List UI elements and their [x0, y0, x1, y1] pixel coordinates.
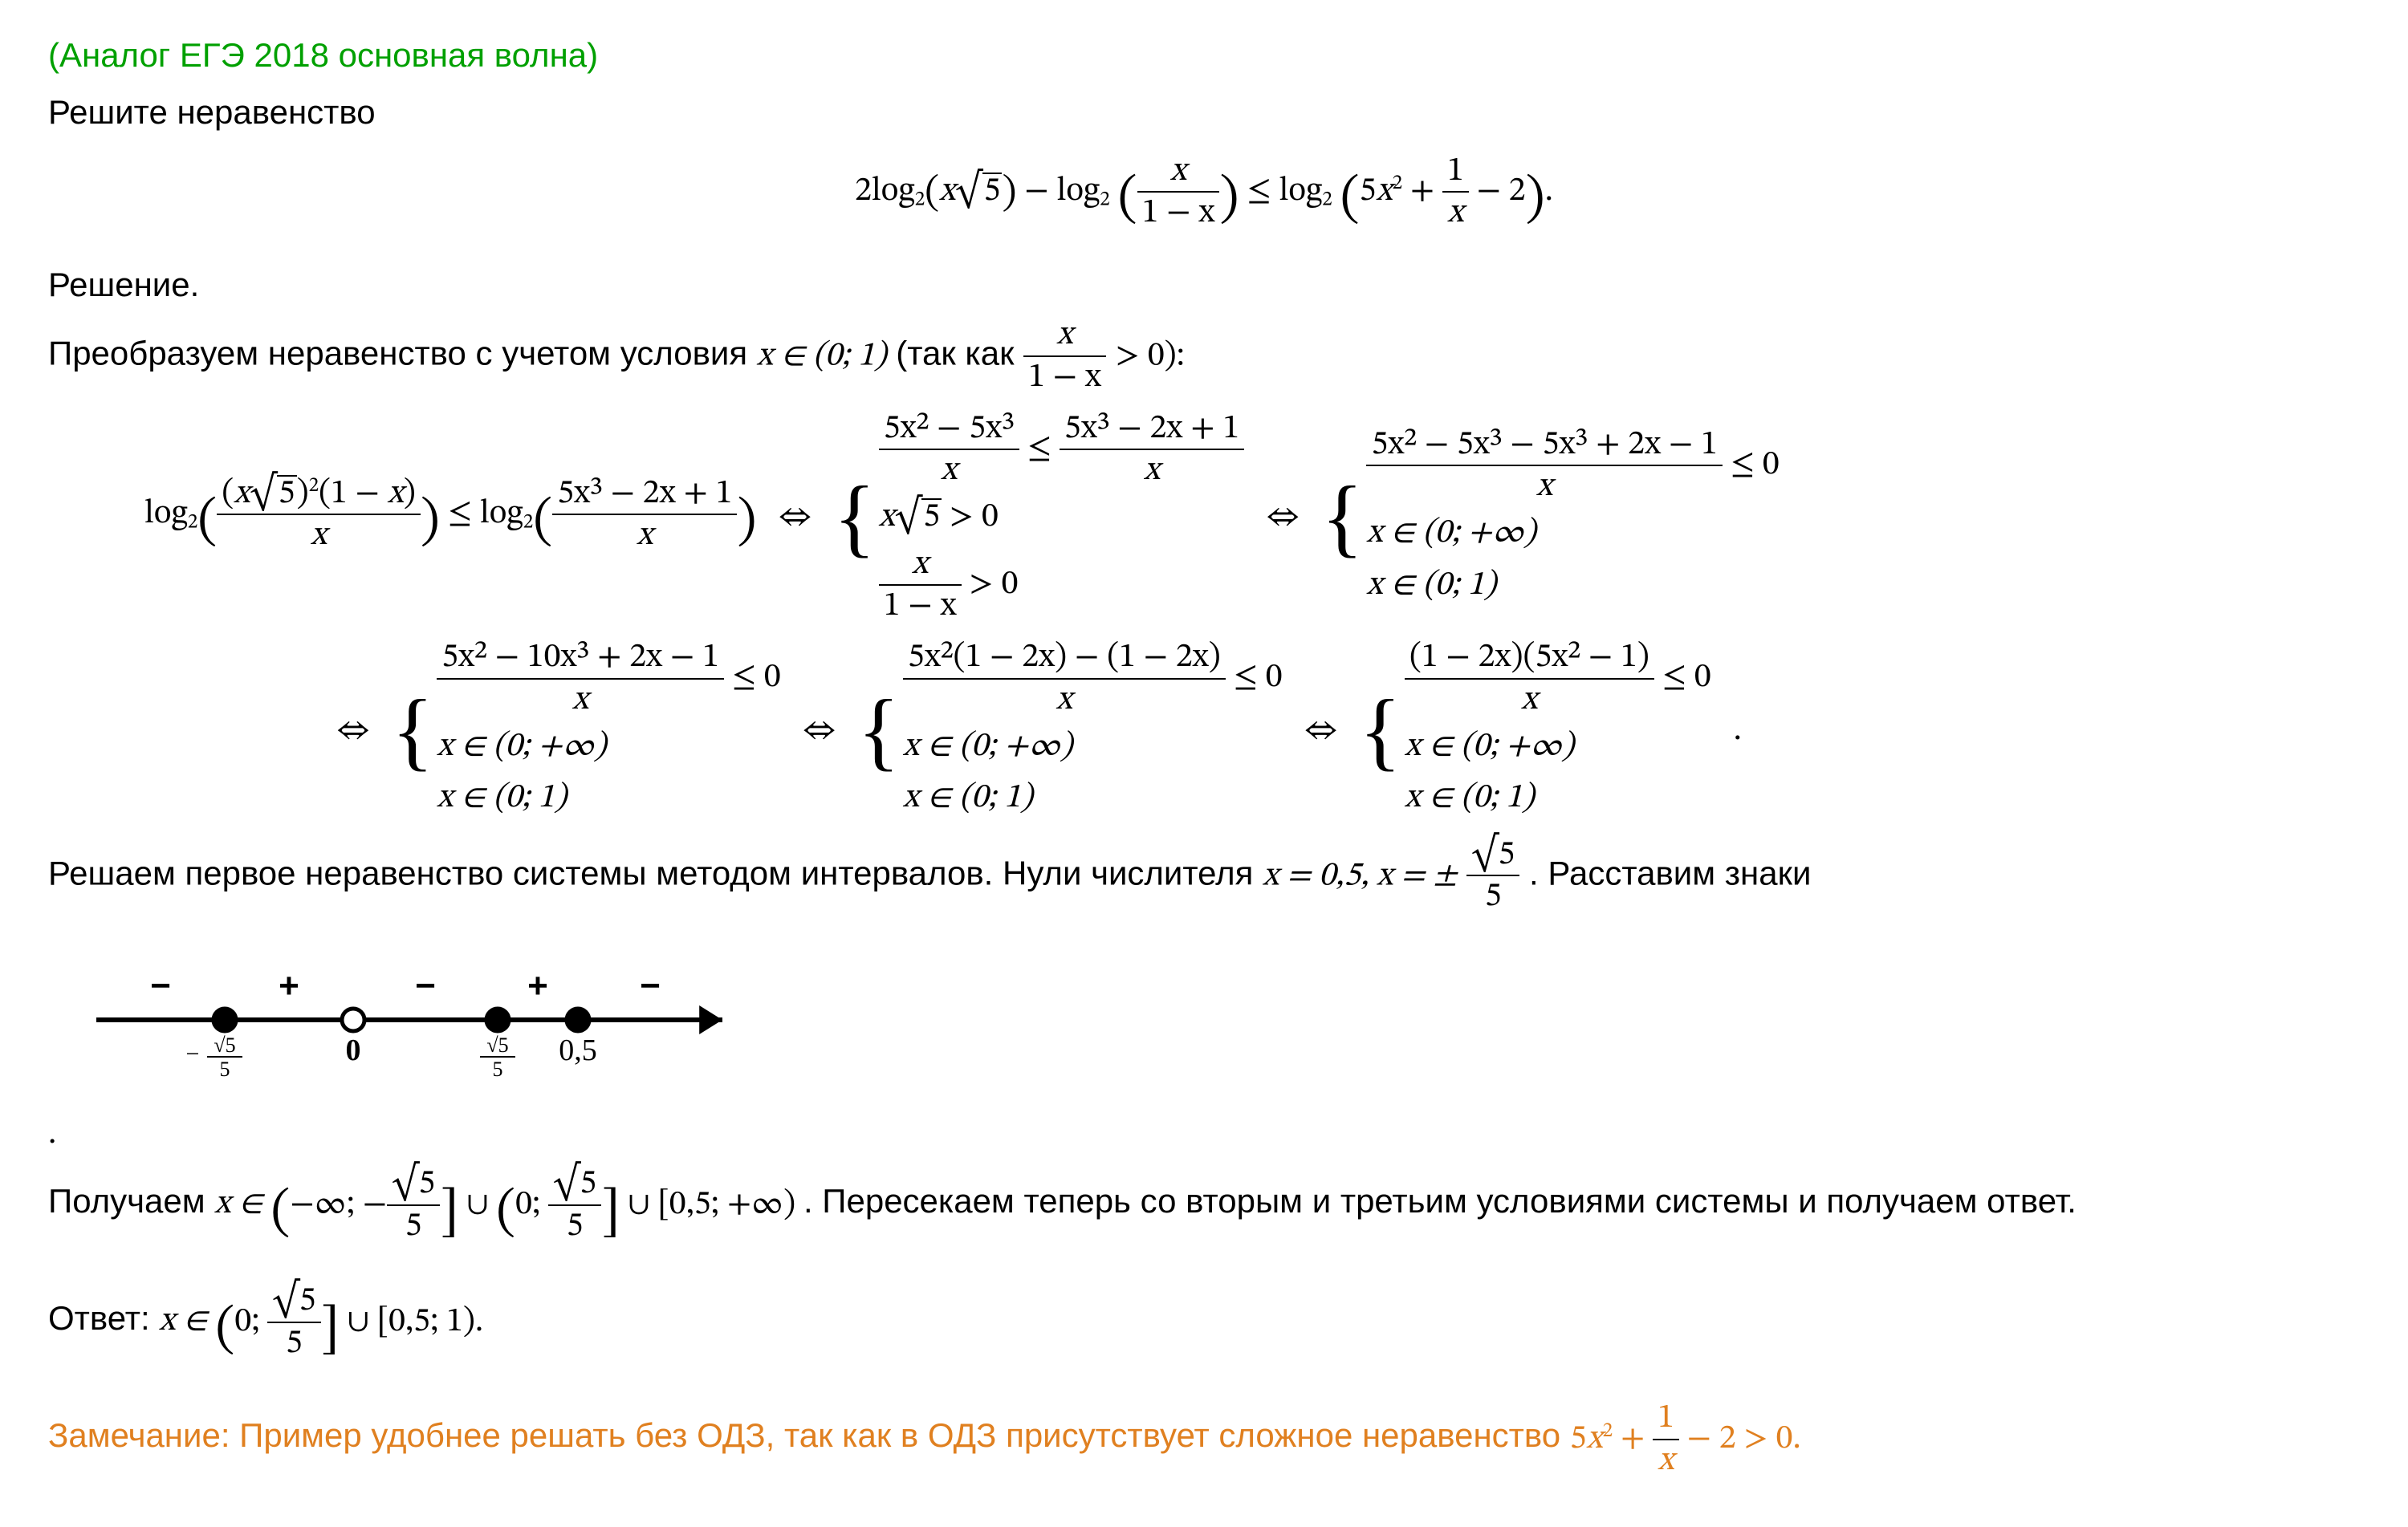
- iff-5: ⇔: [1305, 707, 1337, 754]
- remark-text: Замечание: Пример удобнее решать без ОДЗ…: [48, 1417, 1570, 1455]
- iff-4: ⇔: [803, 707, 836, 754]
- svg-text:+: +: [279, 966, 299, 1005]
- step3-system: { 5x² − 5x³ − 5x³ + 2x − 1x ≤ 0 x ∈ (0; …: [1321, 426, 1780, 609]
- lhs-term2: log2 ( x 1 − x ): [1056, 174, 1247, 208]
- lhs-term1: 2log2(x5): [855, 174, 1016, 208]
- stepB-system: { 5x²(1 − 2x) − (1 − 2x)x ≤ 0 x ∈ (0; +∞…: [857, 639, 1282, 822]
- svg-text:5: 5: [493, 1058, 503, 1081]
- transform-sentence: Преобразуем неравенство с учетом условия…: [48, 316, 2360, 395]
- iff-2: ⇔: [1267, 493, 1299, 541]
- svg-text:√5: √5: [486, 1034, 508, 1057]
- svg-text:−: −: [640, 966, 661, 1005]
- transform-text-a: Преобразуем неравенство с учетом условия: [48, 335, 757, 372]
- step2-system: { 5x² − 5x³x ≤ 5x³ − 2x + 1x x5 > 0 x1 −…: [833, 410, 1244, 625]
- problem-label: Решите неравенство: [48, 89, 2360, 136]
- answer-label: Ответ:: [48, 1300, 159, 1338]
- transform-frac: x 1 − x: [1023, 316, 1106, 395]
- page: (Аналог ЕГЭ 2018 основная волна) Решите …: [0, 0, 2408, 1527]
- source-header: (Аналог ЕГЭ 2018 основная волна): [48, 32, 2360, 79]
- iff-3: ⇔: [337, 707, 369, 754]
- chain-period: .: [1734, 707, 1742, 754]
- interval-text-b: . Расставим знаки: [1529, 855, 1811, 892]
- svg-text:+: +: [527, 966, 548, 1005]
- result-set-a: x ∈: [214, 1188, 270, 1221]
- interval-sentence: Решаем первое неравенство системы методо…: [48, 836, 2360, 915]
- minus: −: [1024, 174, 1048, 208]
- zero-2-frac: √5 5: [1466, 836, 1519, 915]
- result-sentence: Получаем x ∈ (−∞; −√55] ∪ (0; √55] ∪ [0,…: [48, 1165, 2360, 1250]
- svg-text:0: 0: [346, 1034, 361, 1067]
- stepC-system: { (1 − 2x)(5x² − 1)x ≤ 0 x ∈ (0; +∞) x ∈…: [1359, 639, 1710, 822]
- derivation-row-1: log2( (x5)2(1 − x) x ) ≤ log2( 5x³ − 2x …: [48, 410, 2360, 625]
- answer: Ответ: x ∈ (0; √55] ∪ [0,5; 1).: [48, 1282, 2360, 1367]
- interval-text-a: Решаем первое неравенство системы методо…: [48, 855, 1263, 892]
- result-text-a: Получаем: [48, 1183, 214, 1220]
- answer-set: x ∈: [159, 1305, 215, 1338]
- stepA-system: { 5x² − 10x³ + 2x − 1x ≤ 0 x ∈ (0; +∞) x…: [392, 639, 781, 822]
- step1: log2( (x5)2(1 − x) x ) ≤ log2( 5x³ − 2x …: [144, 475, 756, 560]
- transform-text-b: (так как: [896, 335, 1023, 372]
- svg-text:√5: √5: [214, 1034, 235, 1057]
- number-line: −+−+−−√550√550,5 .: [48, 932, 2360, 1158]
- transform-gt0: > 0):: [1116, 339, 1185, 373]
- zero-2a: x = ±: [1377, 859, 1457, 893]
- result-text-b: . Пересекаем теперь со вторым и третьим …: [803, 1183, 2076, 1220]
- main-inequality: 2log2(x5) − log2 ( x 1 − x ) ≤ log2 (5x2…: [48, 152, 2360, 238]
- svg-text:−: −: [150, 966, 171, 1005]
- svg-text:−: −: [415, 966, 436, 1005]
- zero-1: x = 0,5,: [1263, 859, 1377, 893]
- svg-text:5: 5: [220, 1058, 230, 1081]
- iff-1: ⇔: [779, 493, 811, 541]
- relation: ≤: [1247, 174, 1271, 208]
- transform-cond: x ∈ (0; 1): [757, 339, 887, 373]
- solution-label: Решение.: [48, 262, 2360, 309]
- svg-text:−: −: [186, 1041, 200, 1067]
- rhs: log2 (5x2 + 1 x − 2).: [1279, 174, 1552, 208]
- remark: Замечание: Пример удобнее решать без ОДЗ…: [48, 1399, 2360, 1478]
- svg-text:0,5: 0,5: [559, 1034, 597, 1067]
- derivation-row-2: ⇔ { 5x² − 10x³ + 2x − 1x ≤ 0 x ∈ (0; +∞)…: [48, 639, 2360, 822]
- numline-period: .: [48, 1117, 56, 1151]
